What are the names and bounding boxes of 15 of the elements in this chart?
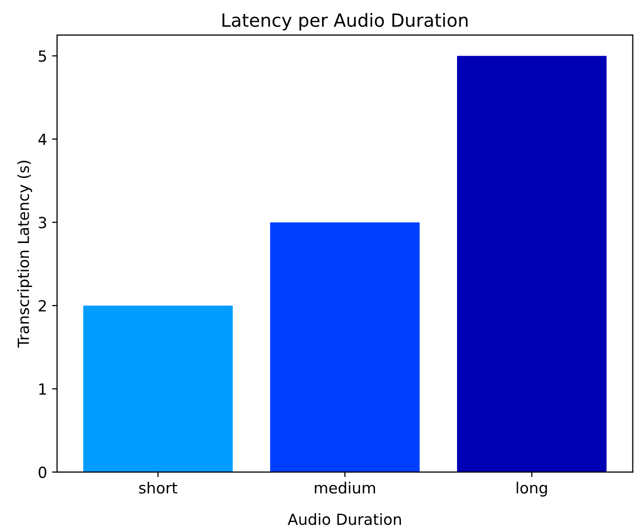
y-tick-label: 0 <box>38 466 46 478</box>
y-tick-label: 1 <box>39 383 46 395</box>
y-tick-label: 3 <box>38 216 46 228</box>
x-tick-label: long <box>516 482 547 497</box>
x-tick-label: short <box>139 482 178 494</box>
y-axis-title: Transcription Latency (s) <box>17 160 32 348</box>
chart-title: Latency per Audio Duration <box>222 12 468 30</box>
x-axis-title: Audio Duration <box>288 513 401 526</box>
y-tick-label: 5 <box>38 50 46 62</box>
y-tick-label: 4 <box>38 134 46 145</box>
y-tick-label: 2 <box>38 300 46 312</box>
bar <box>83 306 233 472</box>
x-tick-label: medium <box>314 482 375 494</box>
bar <box>270 222 420 472</box>
bar <box>457 56 607 472</box>
